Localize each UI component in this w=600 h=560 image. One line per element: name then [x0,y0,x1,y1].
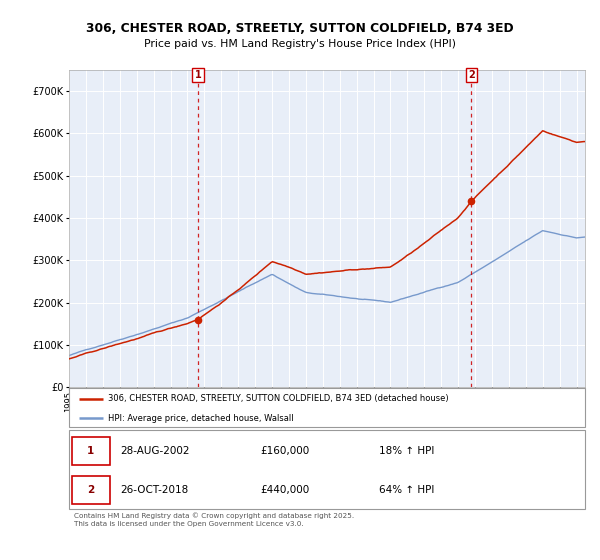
Text: HPI: Average price, detached house, Walsall: HPI: Average price, detached house, Wals… [108,413,293,423]
Text: 1: 1 [88,446,95,456]
Text: 306, CHESTER ROAD, STREETLY, SUTTON COLDFIELD, B74 3ED (detached house): 306, CHESTER ROAD, STREETLY, SUTTON COLD… [108,394,448,403]
Text: £440,000: £440,000 [260,485,309,494]
FancyBboxPatch shape [69,430,585,508]
Text: 28-AUG-2002: 28-AUG-2002 [121,446,190,456]
Text: 2: 2 [468,70,475,80]
Text: 1: 1 [195,70,202,80]
FancyBboxPatch shape [71,437,110,465]
Text: Contains HM Land Registry data © Crown copyright and database right 2025.
This d: Contains HM Land Registry data © Crown c… [74,512,354,526]
FancyBboxPatch shape [71,476,110,503]
Text: 2: 2 [88,485,95,494]
Text: £160,000: £160,000 [260,446,309,456]
Text: Price paid vs. HM Land Registry's House Price Index (HPI): Price paid vs. HM Land Registry's House … [144,39,456,49]
Text: 26-OCT-2018: 26-OCT-2018 [121,485,189,494]
FancyBboxPatch shape [69,388,585,427]
Text: 64% ↑ HPI: 64% ↑ HPI [379,485,434,494]
Text: 306, CHESTER ROAD, STREETLY, SUTTON COLDFIELD, B74 3ED: 306, CHESTER ROAD, STREETLY, SUTTON COLD… [86,22,514,35]
Text: 18% ↑ HPI: 18% ↑ HPI [379,446,434,456]
